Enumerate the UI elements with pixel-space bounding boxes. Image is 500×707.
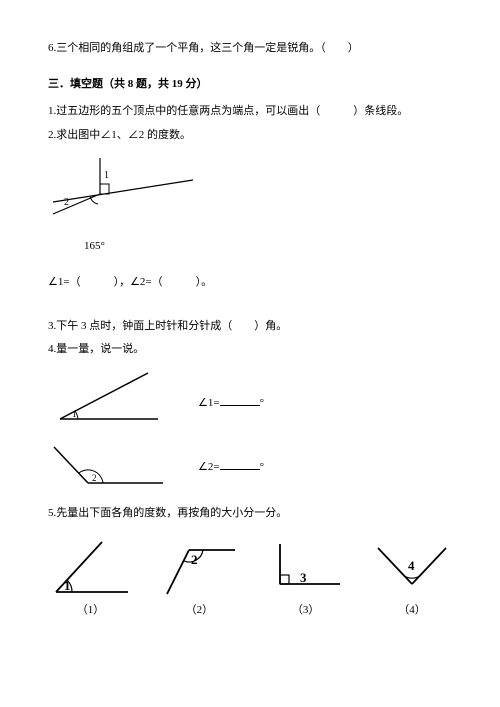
angle-1-row: 1 ∠1= °: [48, 367, 452, 427]
angle-2-prefix: ∠2=: [198, 461, 220, 473]
angle-2-row: 2 ∠2= °: [48, 441, 452, 491]
figure-angle-2: 2: [48, 441, 168, 491]
figure-angle-1: 1: [48, 367, 168, 427]
fill-question-5: 5.先量出下面各角的度数，再按角的大小分一分。: [48, 505, 452, 523]
angle-1-unit: °: [260, 397, 264, 409]
four-caption-3: （3）: [292, 602, 320, 620]
angle-1-prefix: ∠1=: [198, 397, 220, 409]
figure-four-1: 1: [48, 538, 133, 598]
angle-2-label: 2: [92, 473, 97, 483]
four-label-2: 2: [191, 552, 198, 567]
figure-label-1: 1: [104, 170, 109, 181]
section-heading-fill: 三．填空题（共 8 题，共 19 分）: [48, 76, 452, 94]
figure-label-2: 2: [64, 197, 69, 208]
four-caption-1: （1）: [77, 602, 105, 620]
angle-2-text: ∠2= °: [198, 458, 264, 491]
fill-question-2-answers: ∠1=（ ），∠2=（ ）。: [48, 274, 452, 292]
figure-four-4: 4: [372, 538, 452, 598]
figure-four-2: 2: [159, 538, 239, 598]
four-label-4: 4: [408, 558, 415, 573]
four-label-1: 1: [64, 578, 71, 593]
angle-2-blank: [220, 458, 260, 470]
question-6: 6.三个相同的角组成了一个平角，这三个角一定是锐角。（ ）: [48, 40, 452, 58]
angle-1-blank: [220, 394, 260, 406]
fill-question-3: 3.下午 3 点时，钟面上时针和分针成（ ）角。: [48, 318, 452, 336]
angle-2-unit: °: [260, 461, 264, 473]
angle-cell-4: 4 （4）: [372, 538, 452, 620]
figure-four-3: 3: [266, 538, 346, 598]
angle-cell-1: 1 （1）: [48, 538, 133, 620]
fill-question-1: 1.过五边形的五个顶点中的任意两点为端点，可以画出（ ）条线段。: [48, 103, 452, 121]
four-angles-row: 1 （1） 2 （2） 3 （3） 4 （4）: [48, 538, 452, 620]
fill-question-4: 4.量一量，说一说。: [48, 341, 452, 359]
figure-label-165: 165°: [84, 238, 452, 256]
fill-question-2: 2.求出图中∠1、∠2 的度数。: [48, 127, 452, 145]
four-caption-4: （4）: [398, 602, 426, 620]
angle-1-text: ∠1= °: [198, 394, 264, 427]
figure-angle-165: 1 2: [48, 152, 198, 232]
four-caption-2: （2）: [186, 602, 214, 620]
angle-1-label: 1: [72, 409, 77, 419]
four-label-3: 3: [300, 570, 307, 585]
angle-cell-3: 3 （3）: [266, 538, 346, 620]
angle-cell-2: 2 （2）: [159, 538, 239, 620]
